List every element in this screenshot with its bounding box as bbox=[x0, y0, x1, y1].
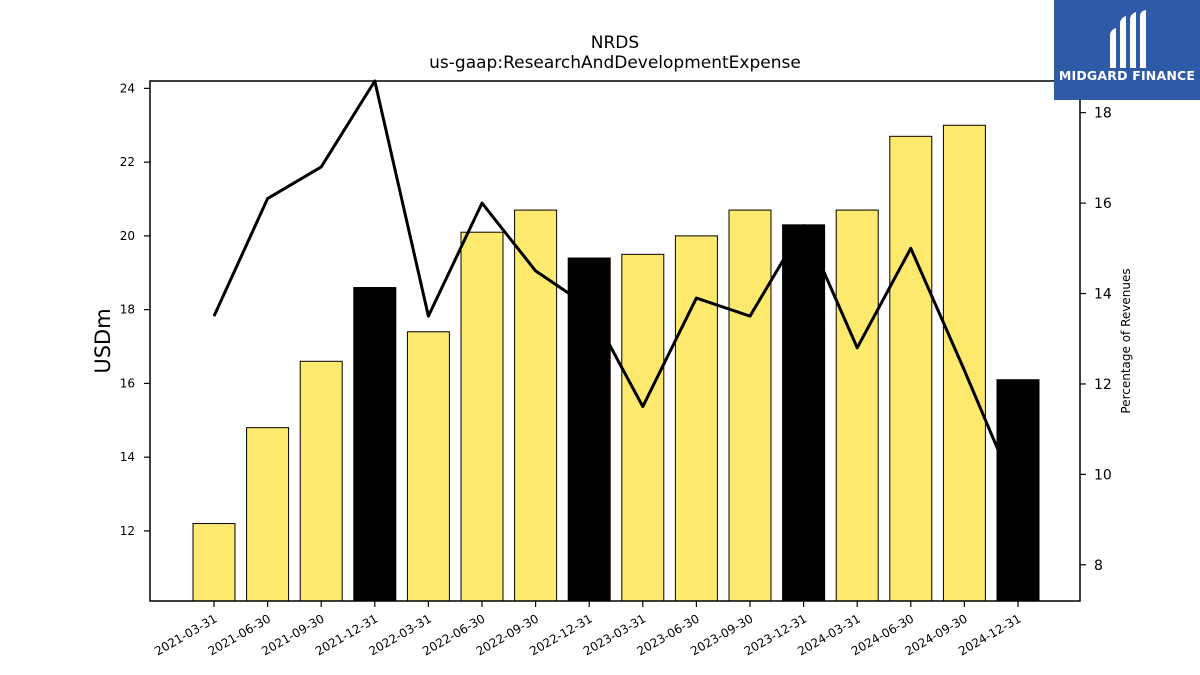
bar bbox=[835, 209, 879, 602]
y-tick-label: 24 bbox=[120, 81, 135, 95]
bar bbox=[942, 124, 986, 602]
y-tick-label-right: 8 bbox=[1094, 558, 1103, 574]
y-tick-label: 20 bbox=[120, 229, 135, 243]
y-axis-label-right: Percentage of Revenues bbox=[1119, 268, 1133, 413]
y-tick-label: 12 bbox=[120, 524, 135, 538]
line-series bbox=[212, 79, 1020, 498]
bar bbox=[406, 331, 450, 602]
bar bbox=[782, 224, 826, 602]
bar bbox=[299, 360, 343, 602]
bar bbox=[353, 287, 397, 602]
y-tick-label: 18 bbox=[120, 303, 135, 317]
bar bbox=[246, 427, 290, 602]
bar bbox=[728, 209, 772, 602]
y-axis-label: USDm bbox=[91, 308, 115, 373]
chart-subtitle: us-gaap:ResearchAndDevelopmentExpense bbox=[429, 53, 801, 73]
right-y-axis: 8 10 12 14 16 18 bbox=[1080, 106, 1112, 574]
plot-frame bbox=[149, 80, 1081, 602]
logo-mark-icon bbox=[1110, 10, 1146, 68]
bar bbox=[621, 253, 665, 602]
chart-title: NRDS bbox=[591, 33, 639, 53]
x-axis: 2021-03-312021-06-302021-09-302021-12-31… bbox=[152, 601, 1024, 658]
bar bbox=[996, 379, 1040, 602]
y-tick-label: 14 bbox=[120, 450, 135, 464]
bar bbox=[567, 257, 611, 602]
bar bbox=[460, 231, 504, 602]
y-tick-label-right: 10 bbox=[1094, 467, 1112, 483]
y-tick-label: 16 bbox=[120, 376, 135, 390]
logo-text: MIDGARD FINANCE bbox=[1058, 68, 1196, 83]
midgard-finance-logo: MIDGARD FINANCE bbox=[1054, 0, 1200, 100]
y-tick-label-right: 16 bbox=[1094, 196, 1112, 212]
bar-series bbox=[192, 124, 1040, 602]
y-tick-label-right: 18 bbox=[1094, 106, 1112, 122]
ratio-line bbox=[212, 79, 1020, 498]
bar bbox=[889, 135, 933, 602]
left-y-axis: 12 14 16 18 20 22 24 bbox=[120, 81, 150, 538]
y-tick-label: 22 bbox=[120, 155, 135, 169]
y-tick-label-right: 12 bbox=[1094, 377, 1112, 393]
bar bbox=[192, 523, 236, 602]
bar bbox=[514, 209, 558, 602]
y-tick-label-right: 14 bbox=[1094, 287, 1112, 303]
bar bbox=[674, 235, 718, 602]
